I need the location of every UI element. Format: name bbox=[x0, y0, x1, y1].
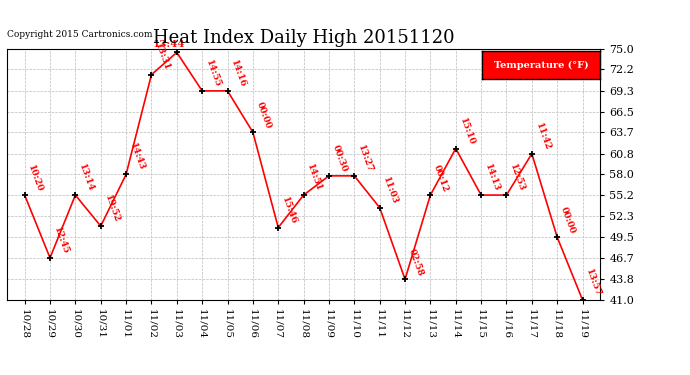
Text: 13:31: 13:31 bbox=[153, 42, 172, 72]
Text: 15:46: 15:46 bbox=[280, 195, 298, 225]
Text: 11:03: 11:03 bbox=[382, 176, 400, 206]
Text: 10:20: 10:20 bbox=[26, 163, 45, 193]
Text: 15:10: 15:10 bbox=[457, 116, 476, 146]
Text: 13:57: 13:57 bbox=[584, 268, 602, 298]
Title: Heat Index Daily High 20151120: Heat Index Daily High 20151120 bbox=[152, 29, 455, 47]
Text: 13:44: 13:44 bbox=[153, 40, 186, 49]
Text: Copyright 2015 Cartronics.com: Copyright 2015 Cartronics.com bbox=[7, 30, 152, 39]
Text: 13:27: 13:27 bbox=[356, 144, 375, 174]
Text: 14:13: 14:13 bbox=[483, 163, 501, 193]
Text: 19:52: 19:52 bbox=[103, 194, 121, 224]
Text: 11:42: 11:42 bbox=[533, 122, 552, 152]
Text: 00:00: 00:00 bbox=[559, 206, 577, 235]
Text: 14:16: 14:16 bbox=[229, 58, 248, 88]
Text: 14:43: 14:43 bbox=[128, 142, 146, 172]
Text: 00:00: 00:00 bbox=[255, 100, 273, 130]
Text: 14:55: 14:55 bbox=[204, 58, 222, 88]
Text: 14:51: 14:51 bbox=[306, 163, 324, 193]
Text: 13:14: 13:14 bbox=[77, 163, 95, 193]
Text: 00:12: 00:12 bbox=[432, 163, 451, 193]
Text: 12:53: 12:53 bbox=[509, 163, 526, 193]
Text: 12:45: 12:45 bbox=[52, 226, 70, 256]
Text: 02:58: 02:58 bbox=[407, 247, 425, 277]
Text: 00:30: 00:30 bbox=[331, 144, 349, 174]
